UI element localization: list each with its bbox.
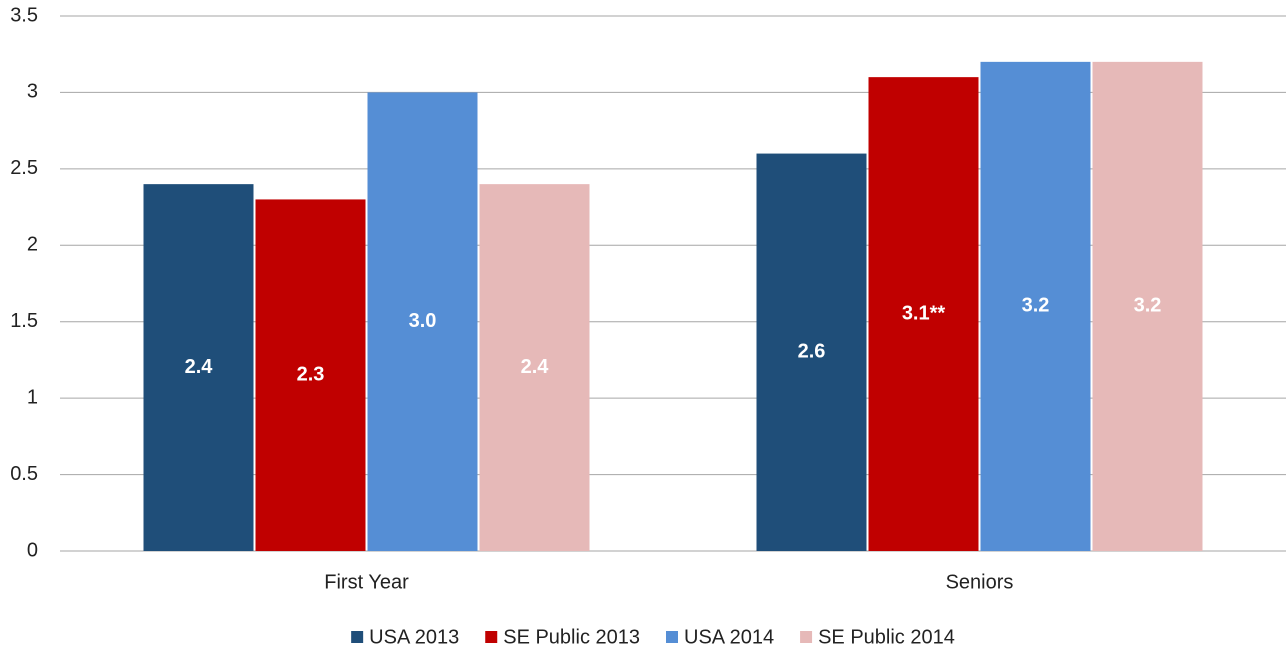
- x-tick-label: First Year: [324, 571, 409, 593]
- value-label: 3.2: [1022, 295, 1050, 317]
- value-label: 2.3: [297, 363, 325, 385]
- value-label: 2.4: [185, 356, 214, 378]
- value-label: 3.1**: [902, 302, 946, 324]
- bar: [868, 77, 979, 552]
- y-tick-label: 1.5: [10, 310, 38, 332]
- legend-swatch: [351, 631, 364, 643]
- legend-label: USA 2014: [684, 626, 774, 648]
- value-label: 3.2: [1134, 295, 1162, 317]
- legend-swatch: [485, 631, 498, 643]
- legend-swatch: [666, 631, 678, 643]
- bar: [367, 92, 478, 551]
- value-label: 2.6: [798, 341, 826, 363]
- y-tick-label: 0.5: [10, 463, 38, 485]
- y-tick-label: 3: [27, 81, 38, 103]
- legend-label: USA 2013: [369, 626, 459, 648]
- value-label: 2.4: [521, 356, 550, 378]
- y-tick-label: 1: [27, 386, 38, 408]
- y-tick-label: 2: [27, 234, 38, 256]
- y-tick-label: 0: [27, 539, 38, 561]
- bar: [255, 199, 366, 551]
- y-tick-label: 3.5: [10, 4, 38, 26]
- y-tick-label: 2.5: [10, 157, 38, 179]
- legend-label: SE Public 2013: [503, 626, 640, 648]
- legend-label: SE Public 2014: [818, 626, 955, 648]
- legend-swatch: [800, 631, 813, 643]
- bar: [479, 184, 590, 551]
- bar: [756, 153, 867, 552]
- bar: [1092, 61, 1203, 551]
- x-tick-label: Seniors: [946, 571, 1014, 593]
- value-label: 3.0: [409, 310, 437, 332]
- bar: [143, 184, 254, 551]
- bar: [980, 61, 1091, 551]
